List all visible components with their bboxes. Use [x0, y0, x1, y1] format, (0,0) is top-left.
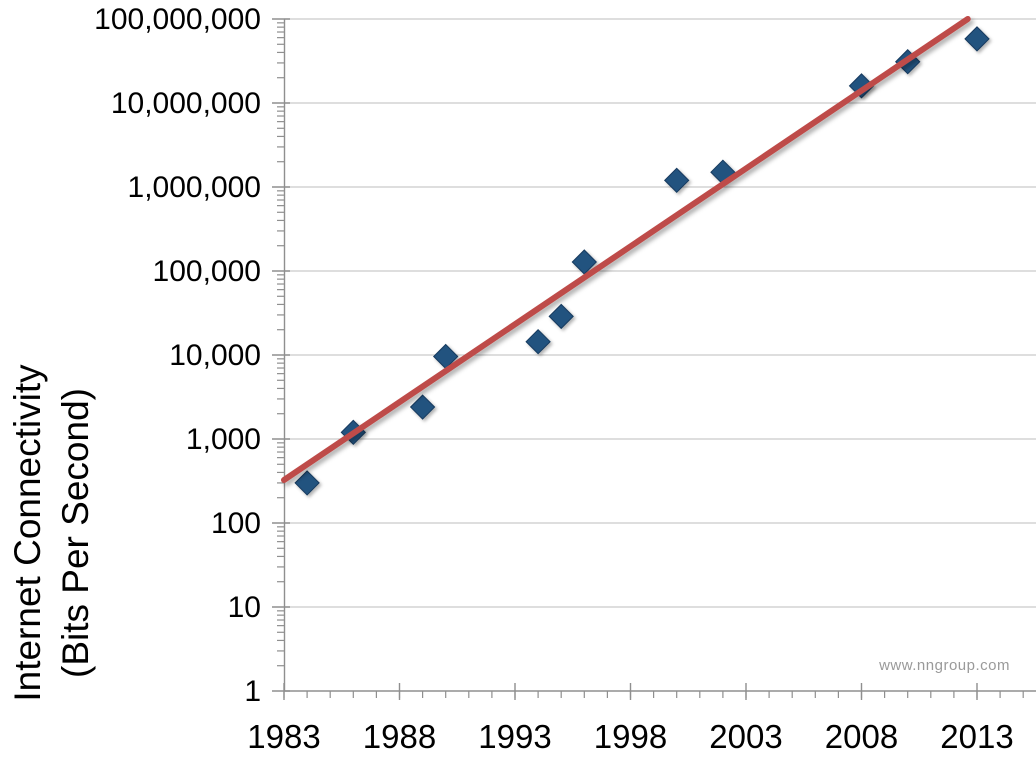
y-tick-label: 10,000,000: [111, 87, 261, 120]
tick-labels: 1 10 100 1,000 10,000 100,000 1,000,000 10,000,…: [94, 3, 1014, 755]
y-tick-label: 100,000: [153, 255, 261, 288]
tick-marks: [272, 18, 1024, 700]
y-tick-label: 100: [211, 507, 261, 540]
data-point-marker: [409, 394, 436, 420]
y-tick-label: 1,000,000: [128, 171, 261, 204]
x-tick-label: 1983: [247, 718, 320, 755]
watermark-text: www.nngroup.com: [879, 657, 1010, 674]
y-tick-label: 1,000: [186, 423, 261, 456]
y-axis-title-line1: Internet Connectivity: [7, 364, 48, 702]
y-tick-label: 1: [244, 675, 261, 708]
x-tick-label: 2013: [940, 718, 1013, 755]
x-tick-label: 2008: [825, 718, 898, 755]
y-axis-title: Internet Connectivity (Bits Per Second): [4, 303, 100, 760]
data-point-marker: [663, 167, 690, 194]
data-point-marker: [964, 26, 990, 52]
y-tick-label: 10,000: [169, 339, 261, 372]
data-point-marker: [294, 470, 320, 496]
data-point-marker: [548, 303, 574, 330]
x-tick-label: 1998: [594, 718, 667, 755]
trend-line-group: [281, 16, 971, 484]
data-point-markers: [294, 26, 990, 496]
x-tick-label: 1993: [478, 718, 551, 755]
y-tick-label: 10: [228, 591, 261, 624]
x-tick-label: 1988: [363, 718, 436, 755]
gridlines: [284, 18, 1036, 608]
trend-line: [281, 16, 971, 484]
y-axis-title-line2: (Bits Per Second): [55, 388, 96, 678]
data-point-marker: [525, 328, 551, 355]
y-tick-label: 100,000,000: [94, 3, 261, 36]
x-tick-label: 2003: [709, 718, 782, 755]
